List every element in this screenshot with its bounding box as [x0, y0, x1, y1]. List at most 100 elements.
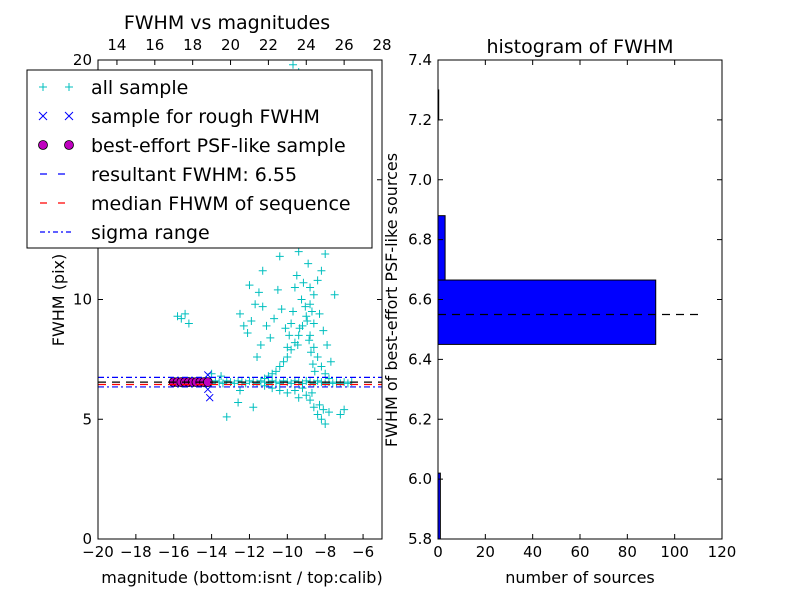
scatter-point-s0-88	[292, 271, 301, 280]
scatter-xtick-label-0: −20	[82, 543, 114, 561]
scatter-ytick-label-0: 0	[82, 530, 92, 548]
scatter-xtick-label-6: −8	[314, 543, 336, 561]
scatter-topxtick-label-6: 26	[335, 36, 354, 54]
histogram-xtick-label-2: 40	[523, 543, 542, 561]
scatter-point-s0-137	[326, 357, 335, 366]
scatter-point-s0-166	[336, 410, 345, 419]
scatter-point-s0-32	[290, 376, 299, 385]
scatter-point-s0-156	[236, 386, 244, 395]
scatter-point-s0-79	[307, 388, 316, 397]
scatter-point-s0-67	[313, 352, 322, 361]
scatter-point-s0-163	[234, 398, 243, 407]
histogram-bar-1	[437, 279, 657, 345]
histogram-xtick-label-6: 120	[708, 543, 737, 561]
legend-label-2: best-effort PSF-like sample	[91, 135, 346, 157]
histogram-bars	[437, 89, 657, 540]
scatter-point-s0-26	[268, 376, 277, 385]
scatter-topxtick-label-4: 22	[259, 36, 278, 54]
scatter-point-s0-97	[309, 319, 318, 328]
scatter-point-s0-61	[309, 290, 318, 299]
scatter-ytick-label-2: 10	[73, 291, 92, 309]
histogram-ytick-label-2: 6.2	[408, 410, 432, 428]
scatter-point-s0-44	[336, 379, 345, 388]
legend-entry-1: sample for rough FWHM	[38, 106, 320, 128]
scatter-point-s0-153	[173, 312, 182, 321]
scatter-ylabel: FWHM (pix)	[49, 254, 68, 347]
scatter-topxtick-label-2: 18	[183, 36, 202, 54]
legend-label-1: sample for rough FWHM	[91, 106, 320, 128]
histogram-ytick-label-7: 7.2	[408, 111, 432, 129]
scatter-point-s0-85	[260, 381, 269, 390]
histogram-panel: histogram of FWHM 0 20 40 60 80 100 120 5.8 6.0 6…	[382, 36, 736, 587]
scatter-point-s0-95	[306, 283, 315, 292]
scatter-point-s0-81	[290, 386, 299, 395]
scatter-point-s0-42	[328, 379, 337, 388]
histogram-ytick-label-4: 6.6	[408, 291, 432, 309]
scatter-point-s0-100	[287, 319, 296, 328]
scatter-point-s0-159	[258, 266, 267, 275]
scatter-topxtick-label-7: 28	[372, 36, 391, 54]
scatter-point-s0-77	[324, 408, 333, 417]
scatter-point-s0-138	[297, 295, 306, 304]
histogram-xtick-label-5: 100	[660, 543, 689, 561]
scatter-point-s0-102	[283, 343, 292, 352]
scatter-xlabel: magnitude (bottom:isnt / top:calib)	[101, 568, 382, 587]
scatter-point-s0-110	[254, 288, 263, 297]
histogram-xtick-label-0: 0	[433, 543, 443, 561]
legend-label-3: resultant FWHM: 6.55	[91, 164, 297, 186]
scatter-point-s0-134	[315, 309, 324, 318]
scatter-point-s0-136	[323, 341, 332, 350]
scatter-point-s0-141	[303, 317, 312, 326]
legend-label-5: sigma range	[91, 222, 210, 244]
scatter-point-s0-101	[285, 331, 294, 340]
scatter-point-s0-68	[317, 362, 326, 371]
histogram-ylabel: FWHM of best-effort PSF-like sources	[382, 153, 401, 447]
scatter-point-s0-11	[211, 376, 220, 385]
histogram-xtick-label-4: 80	[618, 543, 637, 561]
scatter-point-s0-73	[309, 403, 318, 412]
histogram-ytick-label-3: 6.4	[408, 350, 432, 368]
scatter-point-s0-87	[319, 405, 328, 414]
scatter-point-s0-59	[302, 312, 311, 321]
scatter-point-s0-165	[340, 405, 349, 414]
scatter-point-s0-151	[181, 309, 190, 318]
scatter-xtick-label-3: −14	[196, 543, 228, 561]
scatter-point-s0-108	[262, 321, 271, 330]
scatter-point-s0-64	[321, 249, 330, 258]
histogram-xtick-label-1: 20	[476, 543, 495, 561]
scatter-point-s0-158	[245, 281, 254, 290]
scatter-point-s0-94	[304, 259, 313, 268]
scatter-xtick-label-7: −6	[352, 543, 374, 561]
scatter-point-s0-74	[313, 410, 322, 419]
scatter-point-s0-62	[313, 276, 322, 285]
scatter-point-s0-35	[302, 376, 311, 385]
histogram-xtick-label-3: 60	[570, 543, 589, 561]
scatter-point-s0-86	[294, 393, 303, 402]
scatter-xtick-label-1: −18	[120, 543, 152, 561]
scatter-point-s0-147	[293, 341, 302, 350]
scatter-topxtick-label-5: 24	[297, 36, 316, 54]
scatter-point-s0-146	[295, 324, 304, 333]
scatter-point-s0-65	[306, 331, 315, 340]
legend-entry-3: resultant FWHM: 6.55	[40, 164, 297, 186]
scatter-point-s0-112	[247, 317, 256, 326]
scatter-point-s0-80	[298, 384, 307, 393]
histogram-ytick-label-0: 5.8	[408, 530, 432, 548]
scatter-point-s0-96	[307, 307, 316, 316]
legend-marker-1-0	[38, 111, 48, 121]
scatter-point-s0-115	[236, 309, 244, 318]
legend-entry-4: median FHWM of sequence	[40, 193, 351, 215]
scatter-point-s0-162	[249, 403, 258, 412]
scatter-point-s0-109	[258, 302, 267, 311]
legend-label-0: all sample	[91, 77, 188, 99]
scatter-point-s0-104	[277, 305, 286, 314]
scatter-point-s0-113	[243, 329, 252, 338]
scatter-point-s0-40	[321, 379, 330, 388]
scatter-point-s0-98	[290, 283, 299, 292]
scatter-point-s0-84	[268, 384, 277, 393]
legend-marker-0-0	[39, 83, 47, 91]
scatter-point-s0-72	[306, 396, 315, 405]
scatter-point-s0-76	[321, 420, 330, 429]
scatter-point-s0-78	[315, 400, 324, 409]
scatter-ticks: −20 −18 −16 −14 −12 −10 −8 −6 14 16 18 20 22 24 26 28 0 5…	[73, 36, 392, 561]
